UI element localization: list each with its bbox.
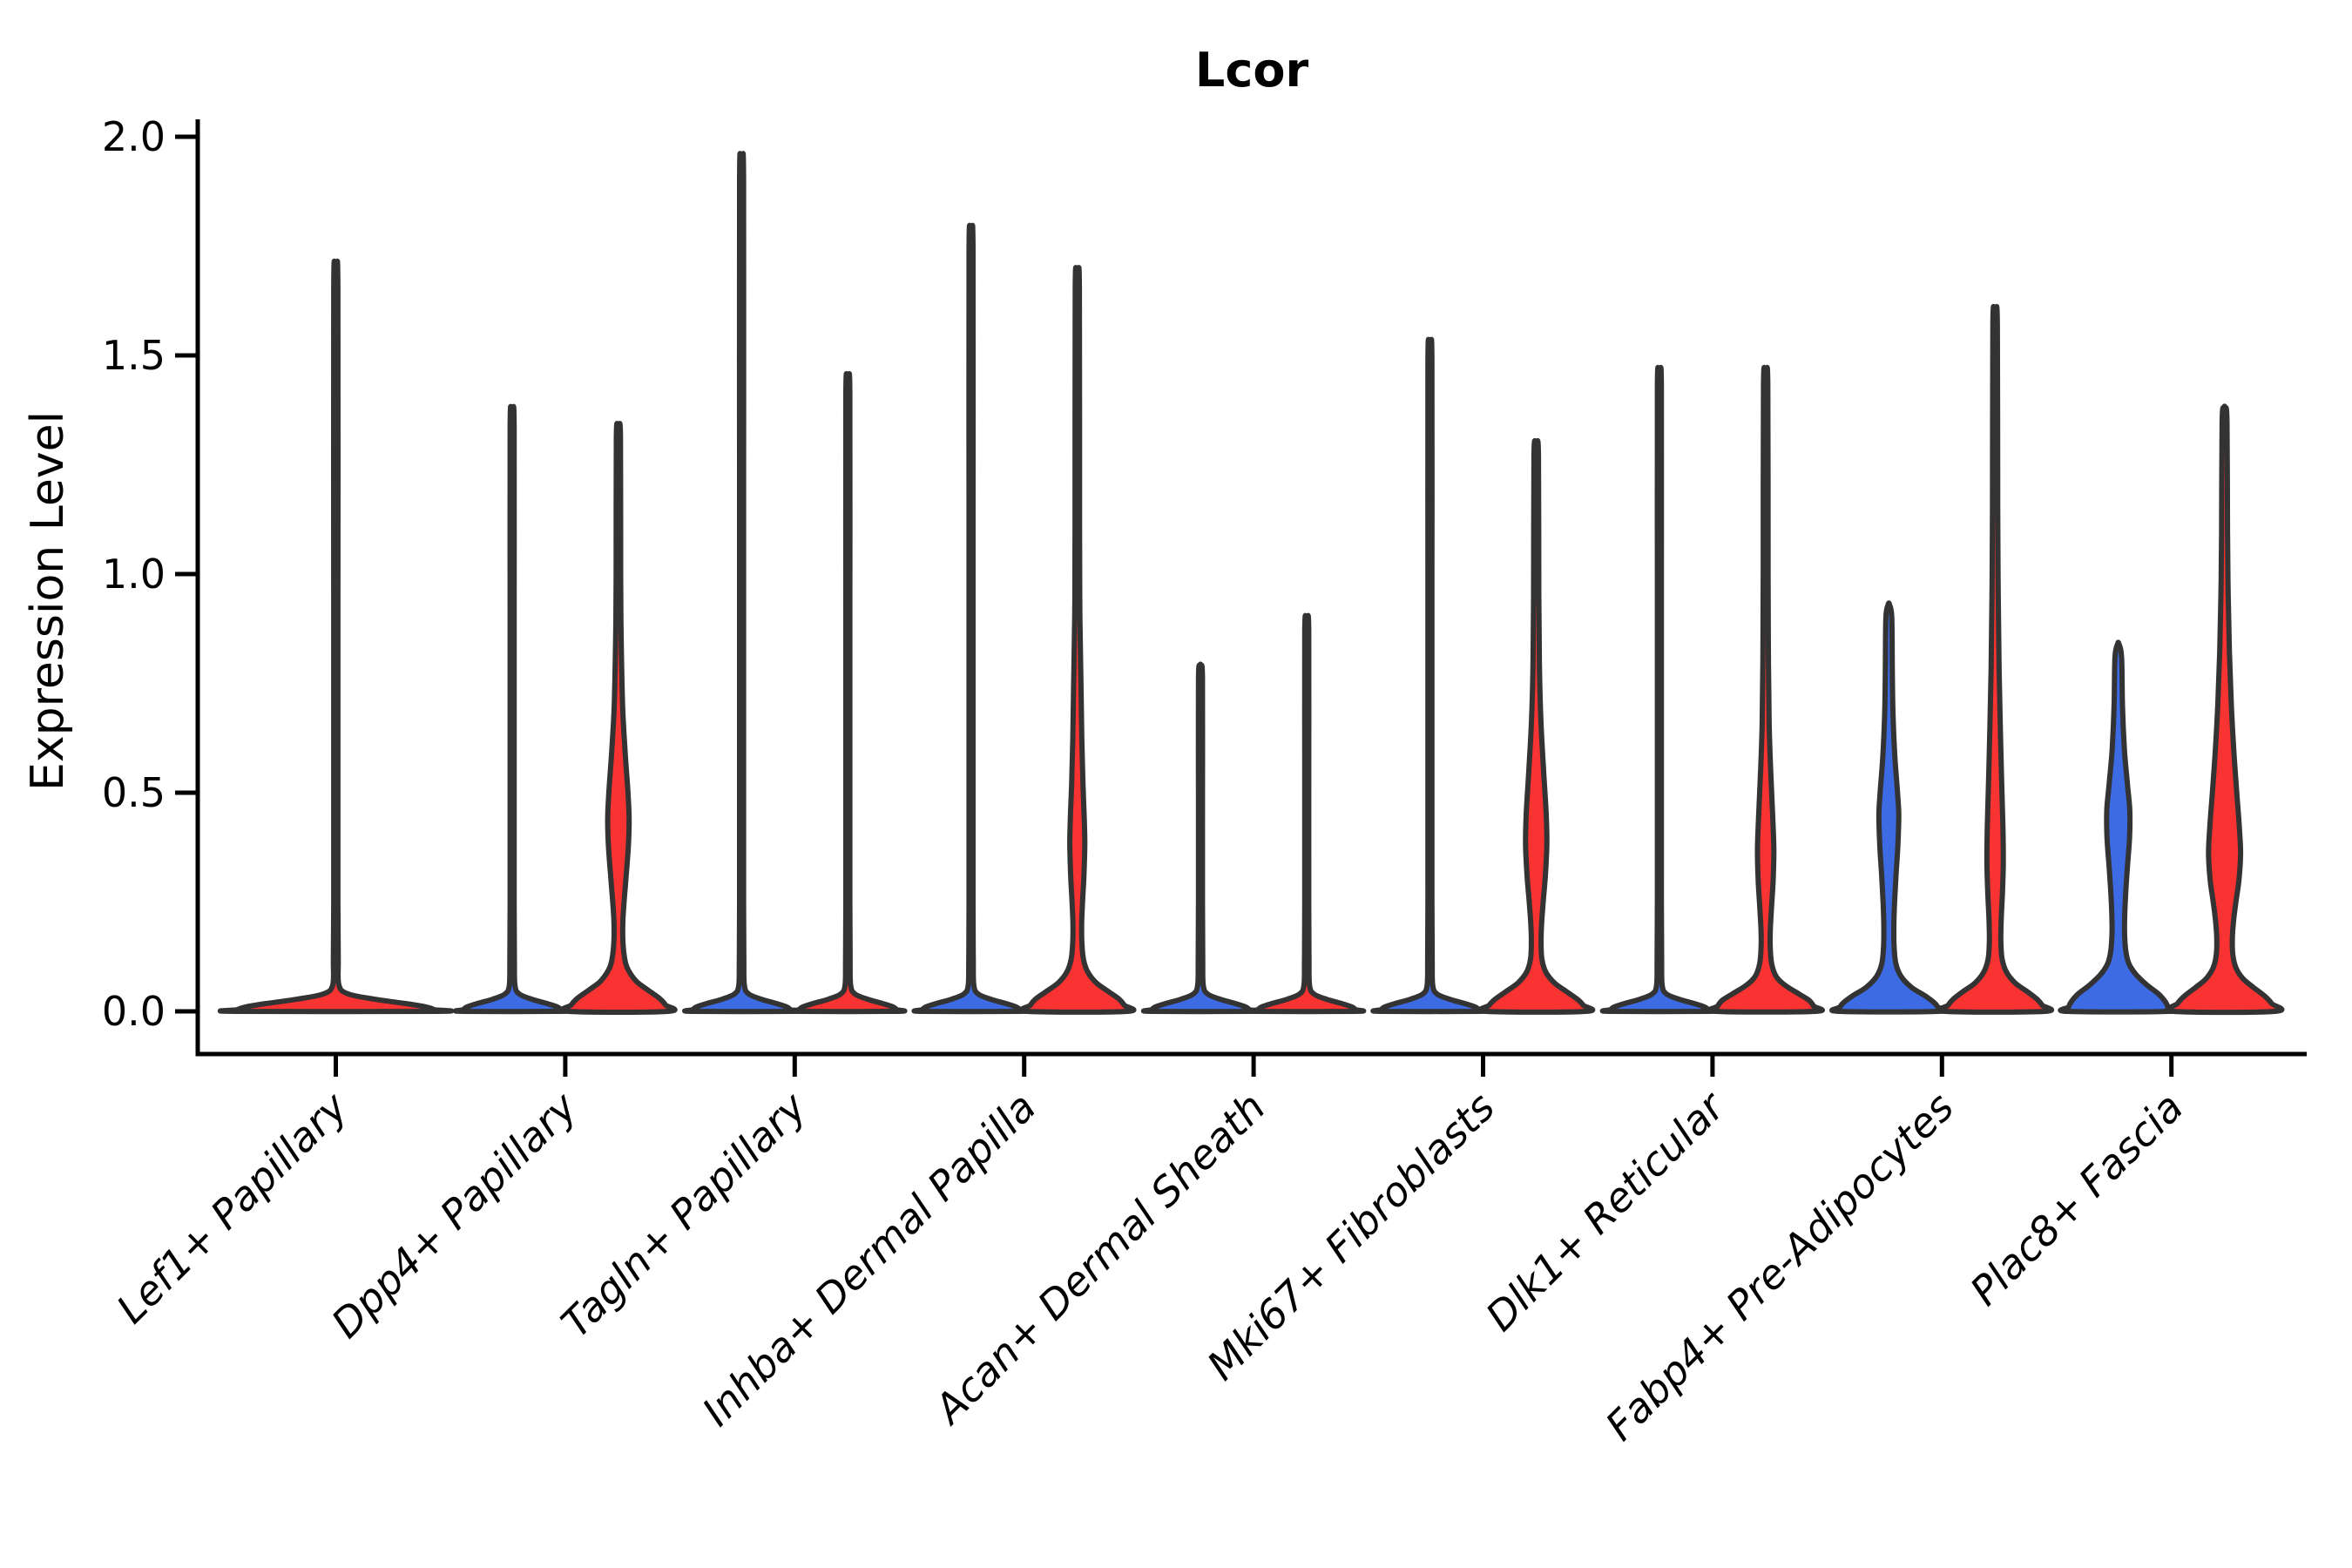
violin-lef1-papillary-single [217,258,455,1015]
violin-dlk1-reticular-left [1599,364,1720,1015]
violin-fabp4-pre-adipocytes-right [1936,303,2054,1015]
violin-dpp4-papillary-left [452,403,572,1015]
violin-plac8-fascia-right [2165,403,2285,1016]
violins-layer [217,151,2285,1016]
violin-tagln-papillary-right [788,371,908,1015]
violin-acan-dermal-sheath-right [1247,612,1367,1015]
axes [175,119,2307,1077]
y-tick-label-2: 1.0 [102,551,166,598]
y-axis-label: Expression Level [22,411,74,791]
y-tick-label-4: 2.0 [102,113,166,160]
violin-inhba-dermal-papilla-left [911,222,1031,1015]
y-tick-label-0: 0.0 [102,988,166,1035]
y-tick-label-3: 1.5 [102,332,166,379]
violin-mki67-fibroblasts-right [1477,437,1596,1015]
violin-fabp4-pre-adipocytes-left [1829,600,1949,1015]
violin-dpp4-papillary-right [559,421,678,1015]
y-tick-label-1: 0.5 [102,769,166,816]
violin-mki67-fibroblasts-left [1370,336,1490,1015]
chart-title: Lcor [1195,43,1309,98]
violin-acan-dermal-sheath-left [1140,661,1260,1015]
violin-tagln-papillary-left [682,151,801,1015]
violin-inhba-dermal-papilla-right [1018,265,1137,1015]
y-tick-labels: 0.0 0.5 1.0 1.5 2.0 [102,113,166,1035]
violin-plac8-fascia-left [2058,639,2180,1015]
violin-dlk1-reticular-right [1706,364,1825,1015]
